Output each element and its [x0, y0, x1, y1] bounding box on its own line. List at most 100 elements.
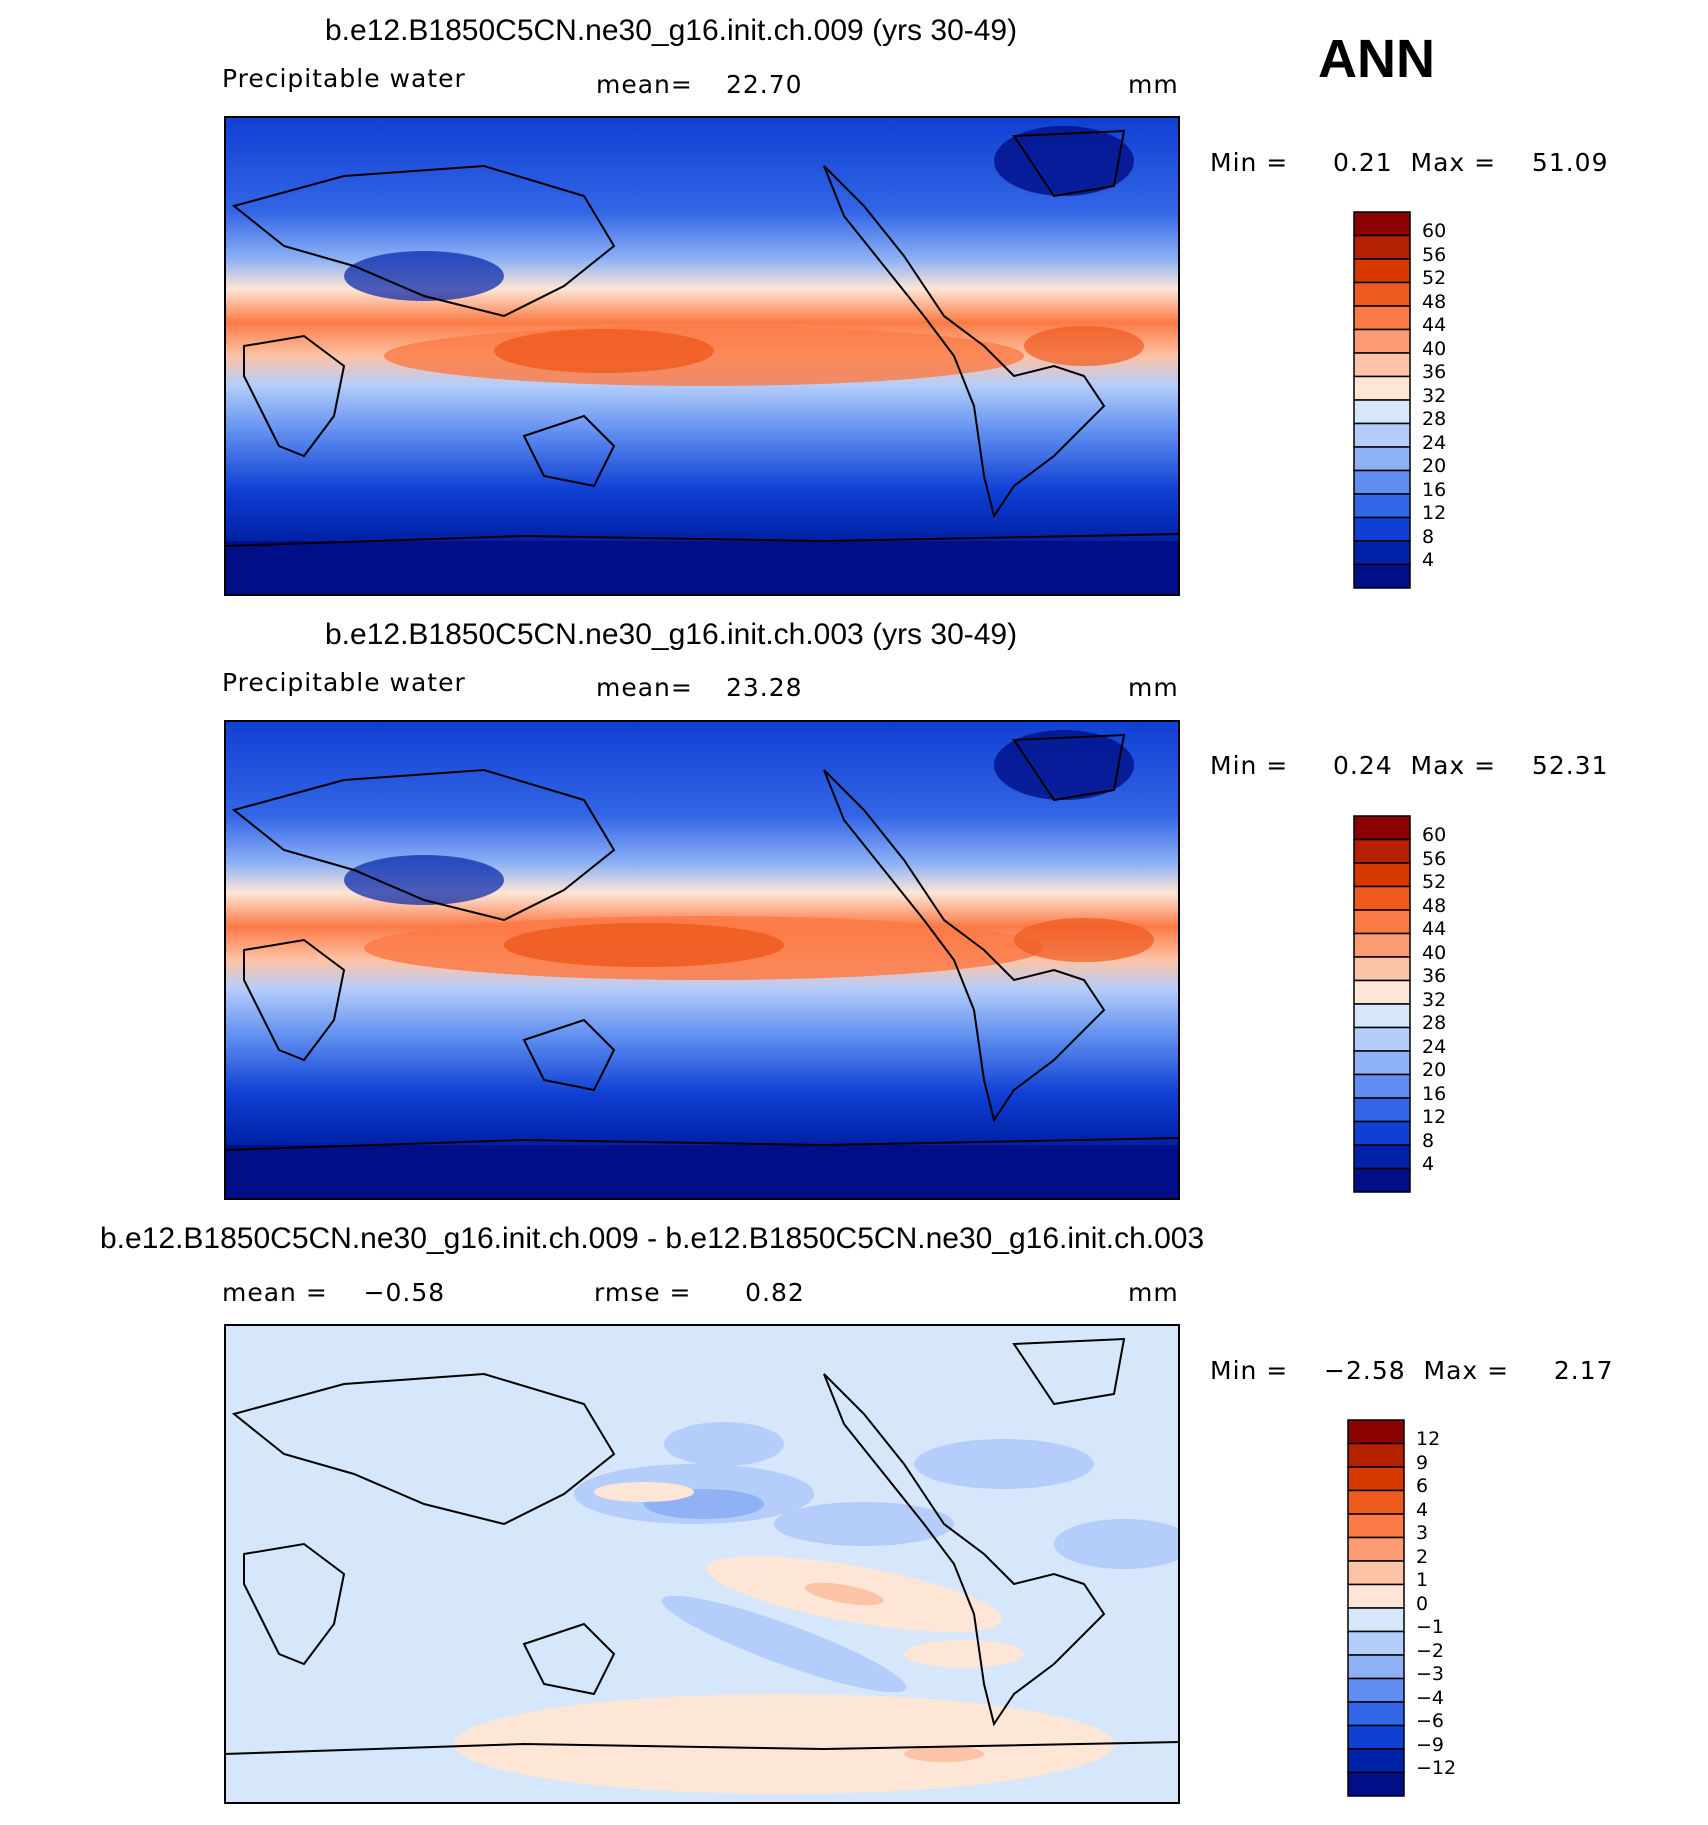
panel1-variable: Precipitable water [222, 64, 466, 93]
colorbar-swatch [1353, 1050, 1411, 1076]
coastline-eurasia [231, 1372, 616, 1526]
colorbar-swatch [1347, 1654, 1405, 1680]
colorbar-tick-label: 12 [1422, 1106, 1447, 1128]
panel3-colorbar [1347, 1419, 1405, 1797]
colorbar-swatch [1347, 1513, 1405, 1539]
coastline-americas [823, 1373, 1106, 1727]
colorbar-swatch [1353, 1073, 1411, 1099]
colorbar-swatch [1347, 1442, 1405, 1468]
panel2-min-max: Min = 0.24 Max = 52.31 [1210, 751, 1609, 780]
panel1-mean-label: mean= [596, 70, 693, 99]
colorbar-swatch [1353, 885, 1411, 911]
coastline-eurasia [231, 164, 616, 318]
colorbar-tick-label: 4 [1416, 1498, 1429, 1521]
colorbar-tick-label: 48 [1422, 290, 1447, 313]
colorbar-swatch [1353, 469, 1411, 495]
coastline-americas [823, 165, 1106, 519]
colorbar-swatch [1353, 909, 1411, 935]
coastline-eurasia [231, 768, 616, 922]
colorbar-tick-label: 4 [1422, 1153, 1435, 1175]
colorbar-swatch [1353, 211, 1411, 237]
colorbar-tick-label: 24 [1422, 431, 1447, 454]
colorbar-swatch [1353, 838, 1411, 864]
colorbar-tick-label: 52 [1422, 871, 1447, 893]
panel2-title: b.e12.B1850C5CN.ne30_g16.init.ch.003 (yr… [325, 618, 1018, 651]
colorbar-swatch [1353, 1120, 1411, 1146]
panel2-map [224, 720, 1180, 1200]
panel3-title: b.e12.B1850C5CN.ne30_g16.init.ch.009 - b… [100, 1222, 1205, 1255]
colorbar-tick-label: 16 [1422, 1082, 1447, 1105]
colorbar-swatch [1347, 1466, 1405, 1492]
colorbar-swatch [1353, 979, 1411, 1005]
colorbar-tick-label: 6 [1416, 1475, 1429, 1497]
coastline-greenland [1012, 1337, 1126, 1406]
panel1-mean-value: 22.70 [726, 70, 803, 99]
panel3-map [224, 1324, 1180, 1804]
panel3-rmse: rmse = 0.82 [594, 1278, 805, 1307]
panel2-mean-label: mean= [596, 673, 693, 702]
colorbar-tick-label: 12 [1416, 1428, 1441, 1450]
coastline-antarctica [224, 1741, 1180, 1755]
colorbar-tick-label: 56 [1422, 847, 1447, 870]
colorbar-swatch [1353, 281, 1411, 307]
coastline-americas [823, 769, 1106, 1123]
colorbar-tick-label: 40 [1422, 941, 1447, 964]
colorbar-swatch [1347, 1419, 1405, 1445]
colorbar-swatch [1353, 862, 1411, 888]
colorbar-swatch [1353, 516, 1411, 542]
colorbar-swatch [1347, 1771, 1405, 1797]
colorbar-swatch [1353, 956, 1411, 982]
panel1-min-max: Min = 0.21 Max = 51.09 [1210, 148, 1609, 177]
colorbar-tick-label: 0 [1416, 1592, 1429, 1615]
colorbar-swatch [1353, 352, 1411, 378]
colorbar-swatch [1353, 493, 1411, 519]
colorbar-tick-label: 32 [1422, 988, 1447, 1011]
coastline-antarctica [224, 533, 1180, 547]
colorbar-tick-label: 3 [1416, 1522, 1429, 1544]
colorbar-swatch [1353, 422, 1411, 448]
colorbar-swatch [1353, 399, 1411, 425]
colorbar-tick-label: 12 [1422, 502, 1447, 524]
coastline-greenland [1012, 129, 1126, 198]
colorbar-tick-label: 36 [1422, 361, 1447, 383]
colorbar-swatch [1353, 540, 1411, 566]
colorbar-swatch [1353, 815, 1411, 841]
colorbar-tick-label: −1 [1416, 1616, 1445, 1638]
panel2-mean-value: 23.28 [726, 673, 803, 702]
panel2-variable: Precipitable water [222, 668, 466, 697]
colorbar-boxes [1353, 815, 1411, 1193]
colorbar-tick-label: −12 [1416, 1757, 1457, 1779]
colorbar-tick-label: 20 [1422, 455, 1447, 477]
colorbar-tick-label: −2 [1416, 1639, 1445, 1662]
colorbar-boxes [1353, 211, 1411, 589]
season-label: ANN [1318, 29, 1435, 89]
colorbar-swatch [1353, 1167, 1411, 1193]
colorbar-swatch [1353, 1097, 1411, 1123]
colorbar-swatch [1347, 1560, 1405, 1586]
colorbar-tick-label: 60 [1422, 220, 1447, 242]
colorbar-tick-label: 1 [1416, 1569, 1429, 1591]
colorbar-tick-label: 20 [1422, 1059, 1447, 1081]
colorbar-swatch [1353, 258, 1411, 284]
colorbar-tick-label: −3 [1416, 1663, 1445, 1685]
colorbar-tick-label: −9 [1416, 1733, 1445, 1756]
colorbar-tick-label: 2 [1416, 1545, 1429, 1568]
colorbar-tick-label: 40 [1422, 337, 1447, 360]
colorbar-tick-label: 48 [1422, 894, 1447, 917]
coastline-australia [522, 414, 616, 488]
coastline-australia [522, 1622, 616, 1696]
colorbar-tick-label: −4 [1416, 1686, 1445, 1709]
colorbar-tick-label: −6 [1416, 1710, 1445, 1732]
colorbar-tick-label: 44 [1422, 314, 1447, 336]
colorbar-swatch [1353, 1026, 1411, 1052]
colorbar-swatch [1347, 1701, 1405, 1727]
colorbar-tick-label: 4 [1422, 549, 1435, 571]
colorbar-swatch [1353, 563, 1411, 589]
colorbar-swatch [1353, 234, 1411, 260]
colorbar-swatch [1353, 1003, 1411, 1029]
panel1-map [224, 116, 1180, 596]
panel2-colorbar [1353, 815, 1411, 1193]
panel3-mean: mean = −0.58 [222, 1278, 446, 1307]
colorbar-swatch [1353, 375, 1411, 401]
colorbar-swatch [1353, 932, 1411, 958]
